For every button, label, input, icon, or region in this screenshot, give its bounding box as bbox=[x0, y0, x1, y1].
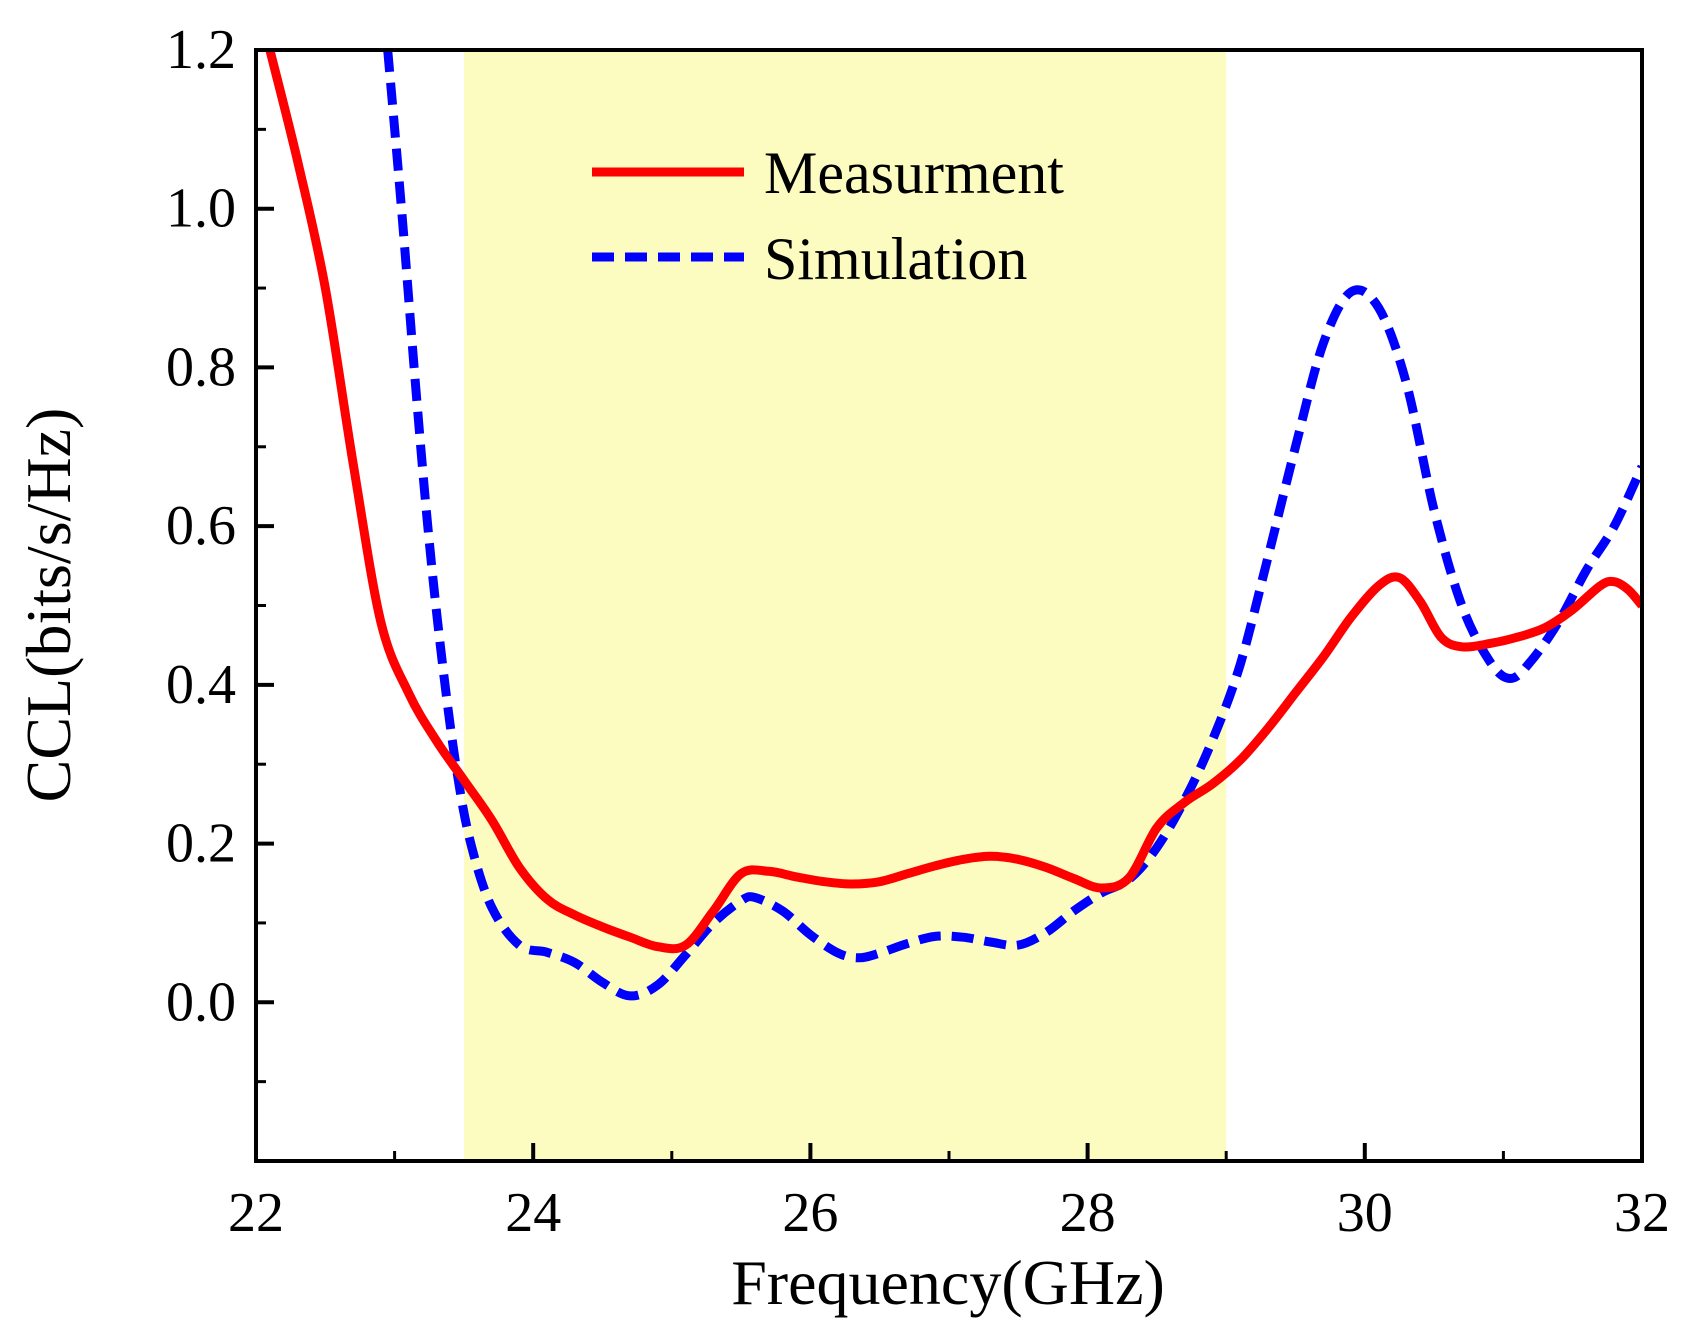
x-tick-label: 24 bbox=[505, 1182, 561, 1244]
y-axis-title: CCL(bits/s/Hz) bbox=[13, 408, 84, 803]
y-tick-label: 0.8 bbox=[166, 336, 236, 398]
y-tick-label: 0.6 bbox=[166, 495, 236, 557]
legend: Measurment Simulation bbox=[592, 140, 1064, 292]
legend-label-measurment: Measurment bbox=[764, 140, 1064, 206]
x-tick-label: 26 bbox=[782, 1182, 838, 1244]
plot-area bbox=[265, 50, 1642, 1161]
highlight-band bbox=[463, 50, 1227, 1161]
x-tick-label: 30 bbox=[1337, 1182, 1393, 1244]
x-tick-label: 22 bbox=[228, 1182, 284, 1244]
legend-label-simulation: Simulation bbox=[764, 226, 1027, 292]
y-tick-label: 1.2 bbox=[166, 19, 236, 81]
y-tick-label: 0.2 bbox=[166, 813, 236, 875]
x-tick-label: 28 bbox=[1060, 1182, 1116, 1244]
y-tick-label: 1.0 bbox=[166, 178, 236, 240]
axis-ticks: 22 24 26 28 30 32 0.0 0.2 0.4 0.6 0.8 1.0 1.2 bbox=[166, 19, 1670, 1244]
x-tick-label: 32 bbox=[1614, 1182, 1670, 1244]
y-tick-label: 0.0 bbox=[166, 971, 236, 1033]
x-axis-title: Frequency(GHz) bbox=[731, 1247, 1165, 1318]
y-tick-label: 0.4 bbox=[166, 654, 236, 716]
series-line-measurment bbox=[265, 50, 1642, 954]
series-line-simulation bbox=[383, 50, 1642, 1001]
